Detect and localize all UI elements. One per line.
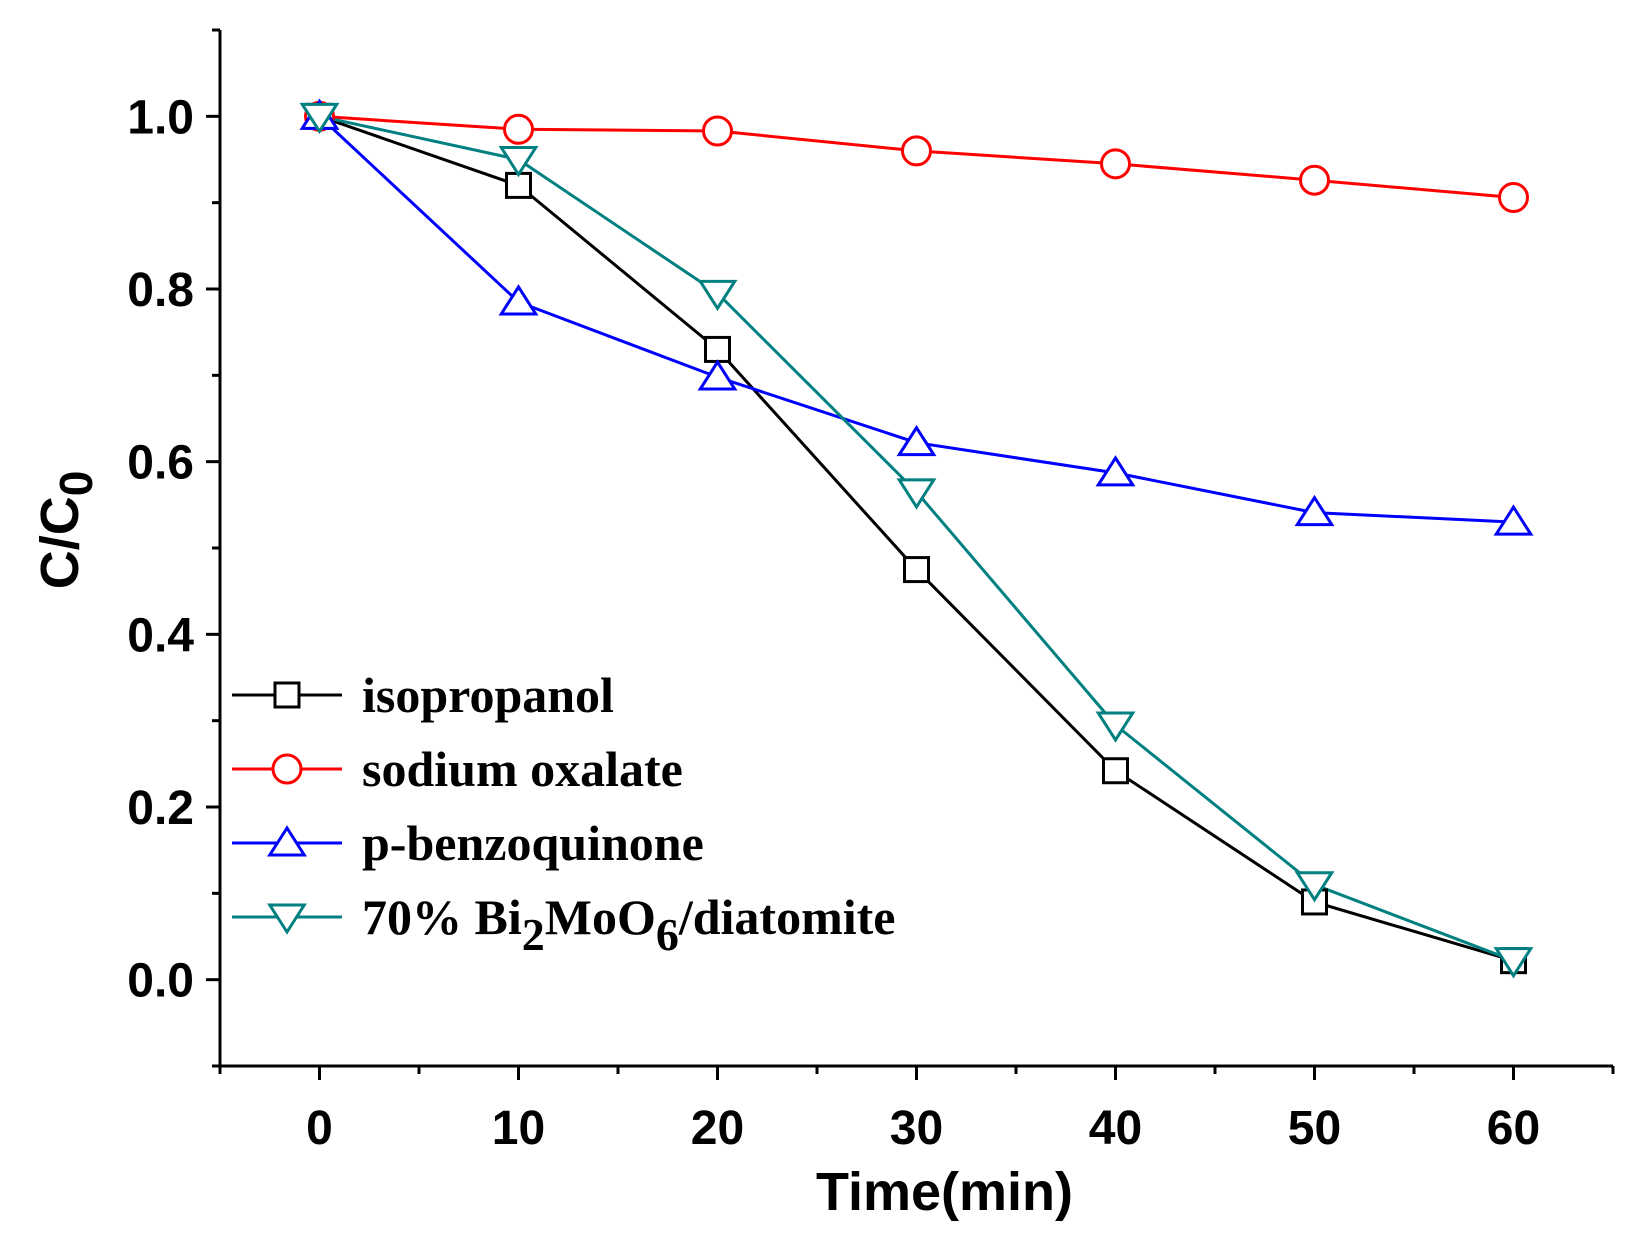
- x-tick-label: 40: [1089, 1102, 1142, 1155]
- data-point: [901, 135, 932, 167]
- legend-marker: [267, 825, 307, 857]
- x-tick-label: 20: [691, 1102, 744, 1155]
- data-point: [299, 102, 340, 135]
- y-tick-label: 0.4: [127, 609, 194, 662]
- data-point: [1100, 148, 1131, 180]
- y-tick-label: 0.6: [127, 437, 194, 490]
- series-markers-3: [299, 102, 1534, 979]
- legend: isopropanol sodium oxalate p-benzoquinone 7…: [232, 667, 895, 960]
- legend-entry: 70% Bi2MoO6/diatomite: [232, 889, 895, 960]
- x-tick-label: 50: [1288, 1102, 1341, 1155]
- axis-titles: Time(min) C/C0: [30, 471, 1073, 1222]
- data-point: [1095, 711, 1136, 743]
- x-axis-title: Time(min): [816, 1162, 1073, 1222]
- y-tick-label: 0.0: [127, 955, 194, 1008]
- data-point: [702, 115, 733, 147]
- legend-entry: isopropanol: [232, 667, 614, 723]
- data-point: [498, 146, 539, 178]
- data-point: [1498, 181, 1529, 213]
- series-markers-2: [299, 98, 1534, 536]
- y-tick-label: 0.8: [127, 264, 194, 317]
- plot-area: [299, 98, 1534, 979]
- data-point: [1493, 504, 1534, 536]
- y-axis-title: C/C0: [30, 471, 102, 590]
- y-tick-label: 1.0: [127, 91, 194, 144]
- legend-entry: p-benzoquinone: [232, 815, 704, 871]
- data-point: [704, 335, 731, 363]
- data-point: [1095, 455, 1136, 487]
- data-point: [503, 113, 534, 145]
- y-tick-label: 0.2: [127, 782, 194, 835]
- data-point: [1493, 947, 1534, 979]
- x-tick-label: 60: [1487, 1102, 1540, 1155]
- data-point: [903, 556, 930, 584]
- x-tick-label: 10: [492, 1102, 545, 1155]
- data-point: [896, 478, 937, 510]
- legend-label: 70% Bi2MoO6/diatomite: [362, 889, 895, 960]
- data-point: [697, 279, 738, 312]
- legend-label: isopropanol: [362, 667, 614, 723]
- axes: 0 10 20 30 40 50 60 0.0 0.2 0.4 0.6 0.8 1.0: [127, 28, 1615, 1155]
- legend-label: sodium oxalate: [362, 741, 683, 797]
- legend-marker: [273, 681, 301, 709]
- legend-entry: sodium oxalate: [232, 741, 683, 797]
- legend-marker: [271, 753, 303, 785]
- data-point: [896, 424, 937, 457]
- data-point: [1294, 494, 1335, 527]
- x-tick-label: 0: [306, 1102, 333, 1155]
- data-point: [1299, 164, 1330, 196]
- data-point: [1294, 871, 1335, 903]
- series-markers-1: [304, 100, 1529, 213]
- legend-label: p-benzoquinone: [362, 815, 704, 871]
- legend-marker: [267, 903, 307, 935]
- data-point: [1102, 757, 1129, 785]
- data-point: [697, 359, 738, 391]
- x-tick-label: 30: [890, 1102, 943, 1155]
- data-point: [498, 284, 539, 316]
